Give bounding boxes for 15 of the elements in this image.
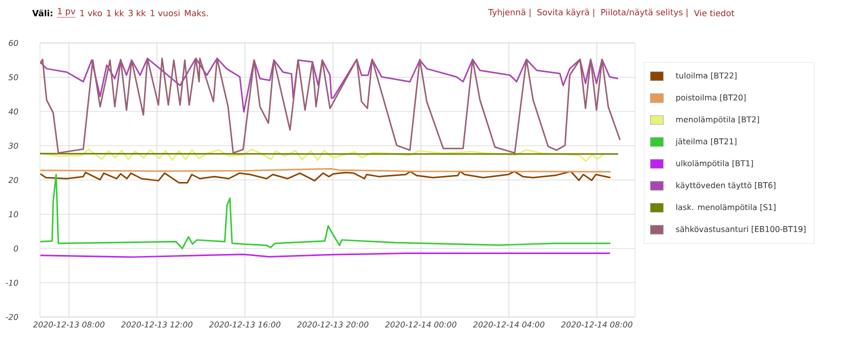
text: Vie tiedot: [694, 10, 734, 16]
text: 1 pv: [58, 8, 76, 16]
line-series: [40, 58, 621, 154]
text: Piilota/näytä selitys |: [601, 8, 688, 18]
text: Tyhjennä |: [488, 8, 530, 18]
text: 1 vuosi: [150, 10, 180, 16]
text: Maks.: [184, 10, 208, 16]
text: Väli:: [32, 10, 52, 16]
line-series: [40, 174, 612, 250]
text: 3 kk: [128, 10, 146, 16]
line-series: [40, 58, 619, 113]
text: Sovita käyrä |: [537, 8, 594, 18]
text: 1 kk: [107, 10, 124, 16]
text: 1 vko: [80, 10, 102, 16]
line-series: [40, 170, 612, 184]
